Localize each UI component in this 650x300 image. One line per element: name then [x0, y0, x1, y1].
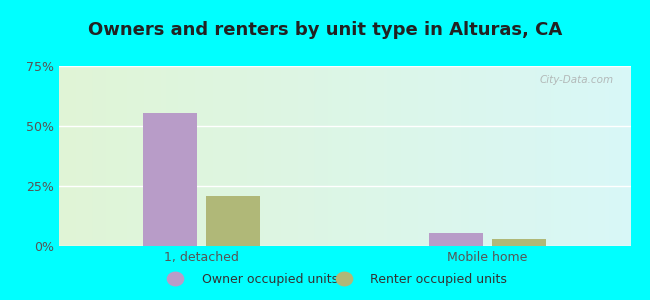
Bar	[206, 196, 260, 246]
Bar	[143, 113, 197, 246]
Text: Owners and renters by unit type in Alturas, CA: Owners and renters by unit type in Altur…	[88, 21, 562, 39]
Bar	[492, 239, 546, 246]
Text: Renter occupied units: Renter occupied units	[370, 272, 508, 286]
Text: City-Data.com: City-Data.com	[540, 75, 614, 85]
Bar	[429, 233, 483, 246]
Text: Owner occupied units: Owner occupied units	[202, 272, 337, 286]
